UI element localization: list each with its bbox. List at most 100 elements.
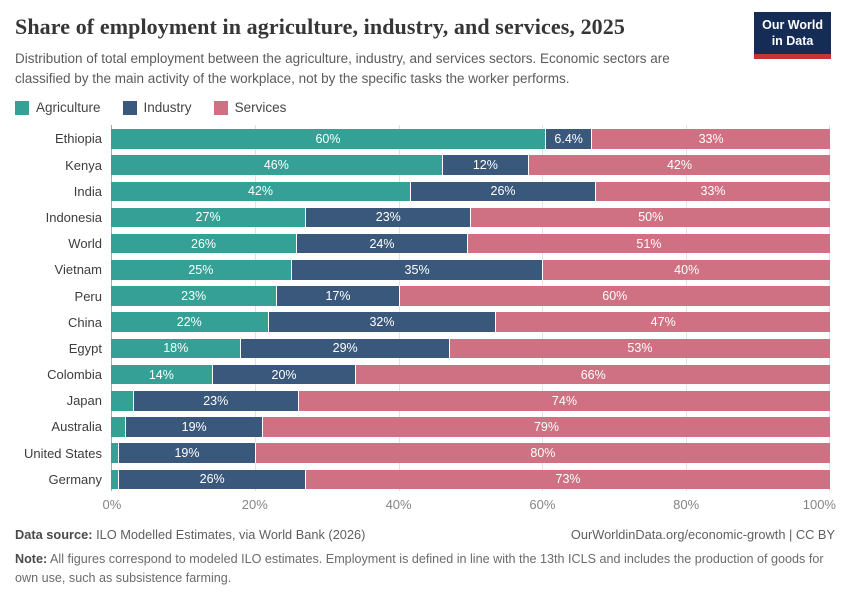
bar-value-label: 18% <box>163 341 189 356</box>
country-label-kenya: Kenya <box>65 157 102 173</box>
country-label-peru: Peru <box>74 288 102 304</box>
bar-segment-industry-united-states[interactable]: 19% <box>118 443 255 463</box>
country-label-egypt: Egypt <box>68 340 102 356</box>
bar-segment-industry-indonesia[interactable]: 23% <box>305 207 471 228</box>
bar-segment-services-world[interactable]: 51% <box>466 233 830 254</box>
bar-segment-industry-peru[interactable]: 17% <box>276 286 399 306</box>
bar-segment-agriculture-ethiopia[interactable]: 60% <box>111 129 545 149</box>
bar-value-label: 33% <box>698 131 724 146</box>
bar-segment-agriculture-peru[interactable]: 23% <box>111 286 277 306</box>
bar-segment-agriculture-united-states[interactable] <box>111 443 119 463</box>
bar-segment-services-egypt[interactable]: 53% <box>448 338 830 359</box>
bar-value-label: 19% <box>181 419 207 434</box>
bar-value-label: 51% <box>636 236 662 251</box>
chart-note: Note: All figures correspond to modeled … <box>15 550 835 588</box>
bar-segment-agriculture-colombia[interactable]: 14% <box>111 364 212 385</box>
bar-segment-services-indonesia[interactable]: 50% <box>470 207 830 228</box>
bar-row-china: China 22% 32% 47% <box>15 312 835 332</box>
chart-header: Share of employment in agriculture, indu… <box>15 12 835 88</box>
bar-row-australia: Australia 19% 79% <box>15 417 835 437</box>
bar-segment-industry-vietnam[interactable]: 35% <box>290 260 543 280</box>
bar-segment-agriculture-world[interactable]: 26% <box>111 233 297 254</box>
bar-value-label: 46% <box>263 158 289 173</box>
bar-segment-agriculture-germany[interactable] <box>111 469 119 490</box>
bar-segment-agriculture-indonesia[interactable]: 27% <box>111 207 306 228</box>
owid-attribution-link[interactable]: OurWorldinData.org/economic-growth | CC … <box>570 527 835 543</box>
bar-track-japan: 23% 74% <box>111 391 830 411</box>
bar-segment-industry-world[interactable]: 24% <box>296 233 467 254</box>
gridline-80 <box>686 125 688 492</box>
bar-segment-industry-egypt[interactable]: 29% <box>240 338 449 359</box>
x-tick-label-80: 80% <box>673 497 700 513</box>
bar-segment-services-china[interactable]: 47% <box>495 312 830 332</box>
bar-track-world: 26% 24% 51% <box>111 233 830 254</box>
bar-segment-agriculture-australia[interactable] <box>111 417 126 437</box>
bar-row-world: World 26% 24% 51% <box>15 233 835 254</box>
country-label-indonesia: Indonesia <box>45 209 102 225</box>
bar-segment-industry-japan[interactable]: 23% <box>132 391 298 411</box>
bar-segment-services-united-states[interactable]: 80% <box>254 443 830 463</box>
x-tick-label-40: 40% <box>385 497 412 513</box>
bar-value-label: 80% <box>530 446 556 461</box>
bar-segment-industry-kenya[interactable]: 12% <box>441 155 528 175</box>
bar-segment-services-colombia[interactable]: 66% <box>355 364 830 385</box>
country-label-australia: Australia <box>51 419 102 435</box>
bar-segment-agriculture-vietnam[interactable]: 25% <box>111 260 291 280</box>
bar-row-indonesia: Indonesia 27% 23% 50% <box>15 207 835 228</box>
bar-value-label: 40% <box>674 262 700 277</box>
legend-item-agriculture[interactable]: Agriculture <box>15 100 101 115</box>
legend-label: Agriculture <box>36 100 101 116</box>
bar-segment-services-kenya[interactable]: 42% <box>528 155 830 175</box>
legend-item-services[interactable]: Services <box>213 100 286 115</box>
bar-segment-services-india[interactable]: 33% <box>595 181 830 201</box>
legend-swatch-services <box>213 100 228 115</box>
bar-segment-agriculture-egypt[interactable]: 18% <box>111 338 241 359</box>
country-label-colombia: Colombia <box>47 367 102 383</box>
bar-value-label: 60% <box>315 131 341 146</box>
bar-value-label: 50% <box>638 210 664 225</box>
page-title: Share of employment in agriculture, indu… <box>15 14 625 39</box>
bar-segment-services-vietnam[interactable]: 40% <box>542 260 830 280</box>
bar-row-japan: Japan 23% 74% <box>15 391 835 411</box>
bar-value-label: 73% <box>555 472 581 487</box>
bar-segment-industry-germany[interactable]: 26% <box>118 469 306 490</box>
bar-segment-agriculture-china[interactable]: 22% <box>111 312 268 332</box>
x-tick-label-0: 0% <box>102 497 122 513</box>
bar-row-egypt: Egypt 18% 29% 53% <box>15 338 835 359</box>
bar-segment-services-australia[interactable]: 79% <box>261 417 830 437</box>
bar-segment-agriculture-india[interactable]: 42% <box>111 181 410 201</box>
bar-row-colombia: Colombia 14% 20% 66% <box>15 364 835 385</box>
data-source: Data source: ILO Modelled Estimates, via… <box>15 527 365 542</box>
bar-value-label: 17% <box>325 289 351 303</box>
bar-segment-services-germany[interactable]: 73% <box>305 469 830 490</box>
bar-segment-industry-ethiopia[interactable]: 6.4% <box>545 129 592 149</box>
bar-track-germany: 26% 73% <box>111 469 830 490</box>
bar-track-indonesia: 27% 23% 50% <box>111 207 830 228</box>
note-label: Note: <box>15 552 48 567</box>
bar-segment-industry-china[interactable]: 32% <box>267 312 496 332</box>
bar-segment-industry-india[interactable]: 26% <box>409 181 596 201</box>
bar-value-label: 74% <box>551 393 577 408</box>
bar-row-vietnam: Vietnam 25% 35% 40% <box>15 260 835 280</box>
bar-value-label: 14% <box>148 367 174 382</box>
bar-segment-services-ethiopia[interactable]: 33% <box>591 129 830 149</box>
bar-value-label: 22% <box>176 315 202 330</box>
bar-track-united-states: 19% 80% <box>111 443 830 463</box>
bar-row-peru: Peru 23% 17% 60% <box>15 286 835 306</box>
country-label-ethiopia: Ethiopia <box>55 131 102 147</box>
bar-track-peru: 23% 17% 60% <box>111 286 830 306</box>
y-axis-line <box>111 125 112 492</box>
bar-segment-services-peru[interactable]: 60% <box>398 286 830 306</box>
bar-segment-agriculture-kenya[interactable]: 46% <box>111 155 442 175</box>
bar-value-label: 24% <box>369 236 395 251</box>
country-label-world: World <box>68 236 102 252</box>
bar-segment-industry-australia[interactable]: 19% <box>125 417 262 437</box>
bar-segment-agriculture-japan[interactable] <box>111 391 133 411</box>
bar-track-ethiopia: 60% 6.4% 33% <box>111 129 830 149</box>
legend-item-industry[interactable]: Industry <box>122 100 192 115</box>
x-tick-label-20: 20% <box>241 497 268 513</box>
bar-segment-services-japan[interactable]: 74% <box>297 391 830 411</box>
bar-segment-industry-colombia[interactable]: 20% <box>211 364 356 385</box>
bar-rows: Ethiopia 60% 6.4% 33% Kenya 46% 12% 42% India 42%… <box>15 125 835 491</box>
